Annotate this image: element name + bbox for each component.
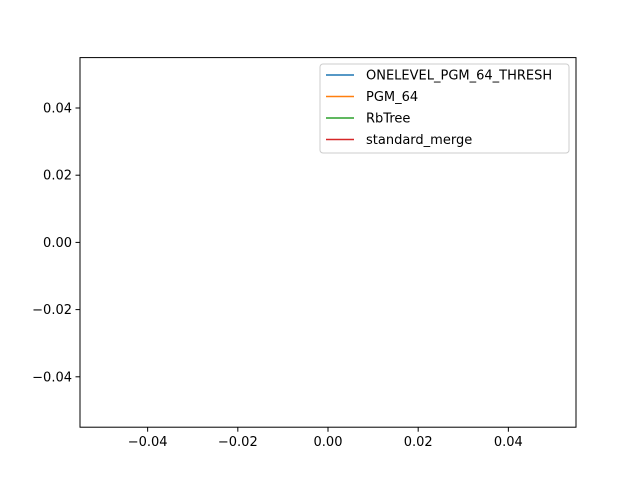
axes-frame (79, 57, 577, 428)
y-tick-label: 0.04 (43, 102, 72, 117)
y-axis: −0.04 −0.02 0.00 0.02 0.04 (32, 102, 80, 385)
x-tick-label: 0.04 (494, 435, 523, 450)
legend-box (319, 63, 570, 154)
legend-label: ONELEVEL_PGM_64_THRESH (366, 69, 552, 84)
y-tick-label: 0.02 (43, 169, 72, 184)
legend-label: PGM_64 (366, 90, 418, 105)
x-tick-label: −0.04 (128, 435, 168, 450)
legend-label: RbTree (366, 112, 410, 127)
y-tick-label: −0.04 (32, 370, 72, 385)
x-tick-label: 0.02 (404, 435, 433, 450)
y-tick-label: −0.02 (32, 303, 72, 318)
legend: ONELEVEL_PGM_64_THRESH PGM_64 RbTree standa… (319, 63, 570, 154)
legend-label: standard_merge (366, 133, 472, 148)
x-tick-label: −0.02 (218, 435, 258, 450)
x-axis: −0.04 −0.02 0.00 0.02 0.04 (128, 427, 523, 450)
y-tick-label: 0.00 (43, 236, 72, 251)
x-tick-label: 0.00 (314, 435, 343, 450)
